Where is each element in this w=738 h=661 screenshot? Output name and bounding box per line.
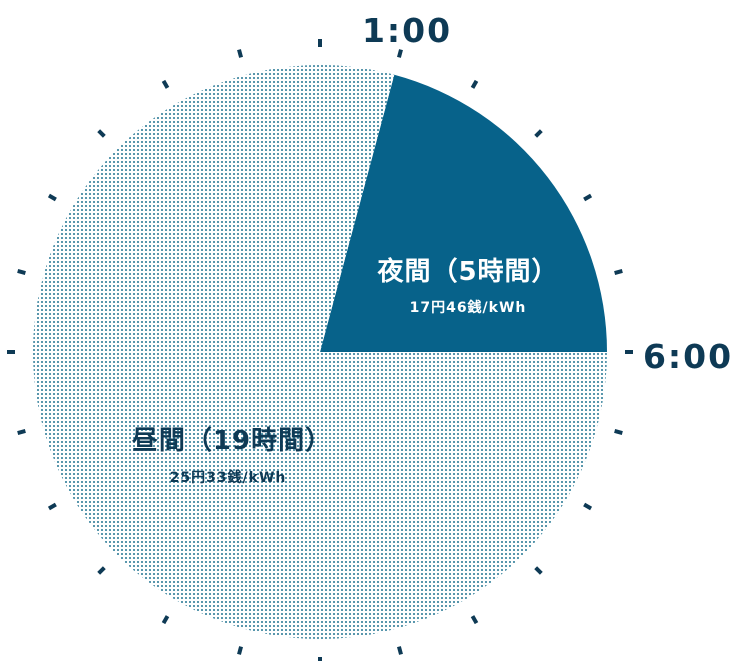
slice-labels: 夜間（5時間） 17円46銭/kWh 昼間（19時間） 25円33銭/kWh (132, 256, 558, 486)
hour-tick (47, 193, 57, 202)
hour-tick (237, 49, 243, 58)
hour-label-1: 1:00 (362, 11, 452, 50)
hour-label-6: 6:00 (643, 337, 733, 376)
hour-tick (470, 79, 479, 89)
hour-tick (614, 429, 623, 435)
hour-tick (17, 269, 26, 275)
hour-tick (534, 129, 543, 138)
hour-tick (97, 129, 106, 138)
hour-ticks (7, 39, 633, 661)
night-slice (320, 74, 607, 352)
night-rate-label: 17円46銭/kWh (410, 299, 527, 316)
hour-tick (397, 49, 403, 58)
night-slice-label: 夜間（5時間） (376, 256, 558, 287)
hour-tick (397, 646, 403, 655)
day-slice-label: 昼間（19時間） (132, 426, 332, 456)
hour-tick (614, 269, 623, 275)
hour-tick (237, 646, 243, 655)
hour-tick (161, 615, 170, 625)
hour-tick (534, 566, 543, 575)
hour-tick (470, 615, 479, 625)
hour-tick (583, 502, 593, 511)
hour-tick (97, 566, 106, 575)
hour-tick (47, 502, 57, 511)
day-slice (33, 65, 607, 640)
day-rate-label: 25円33銭/kWh (170, 469, 287, 486)
hour-tick (161, 79, 170, 89)
hour-tick (583, 193, 593, 202)
pie-slices (33, 65, 607, 640)
hour-labels: 1:00 6:00 (362, 11, 733, 376)
hour-tick (17, 429, 26, 435)
